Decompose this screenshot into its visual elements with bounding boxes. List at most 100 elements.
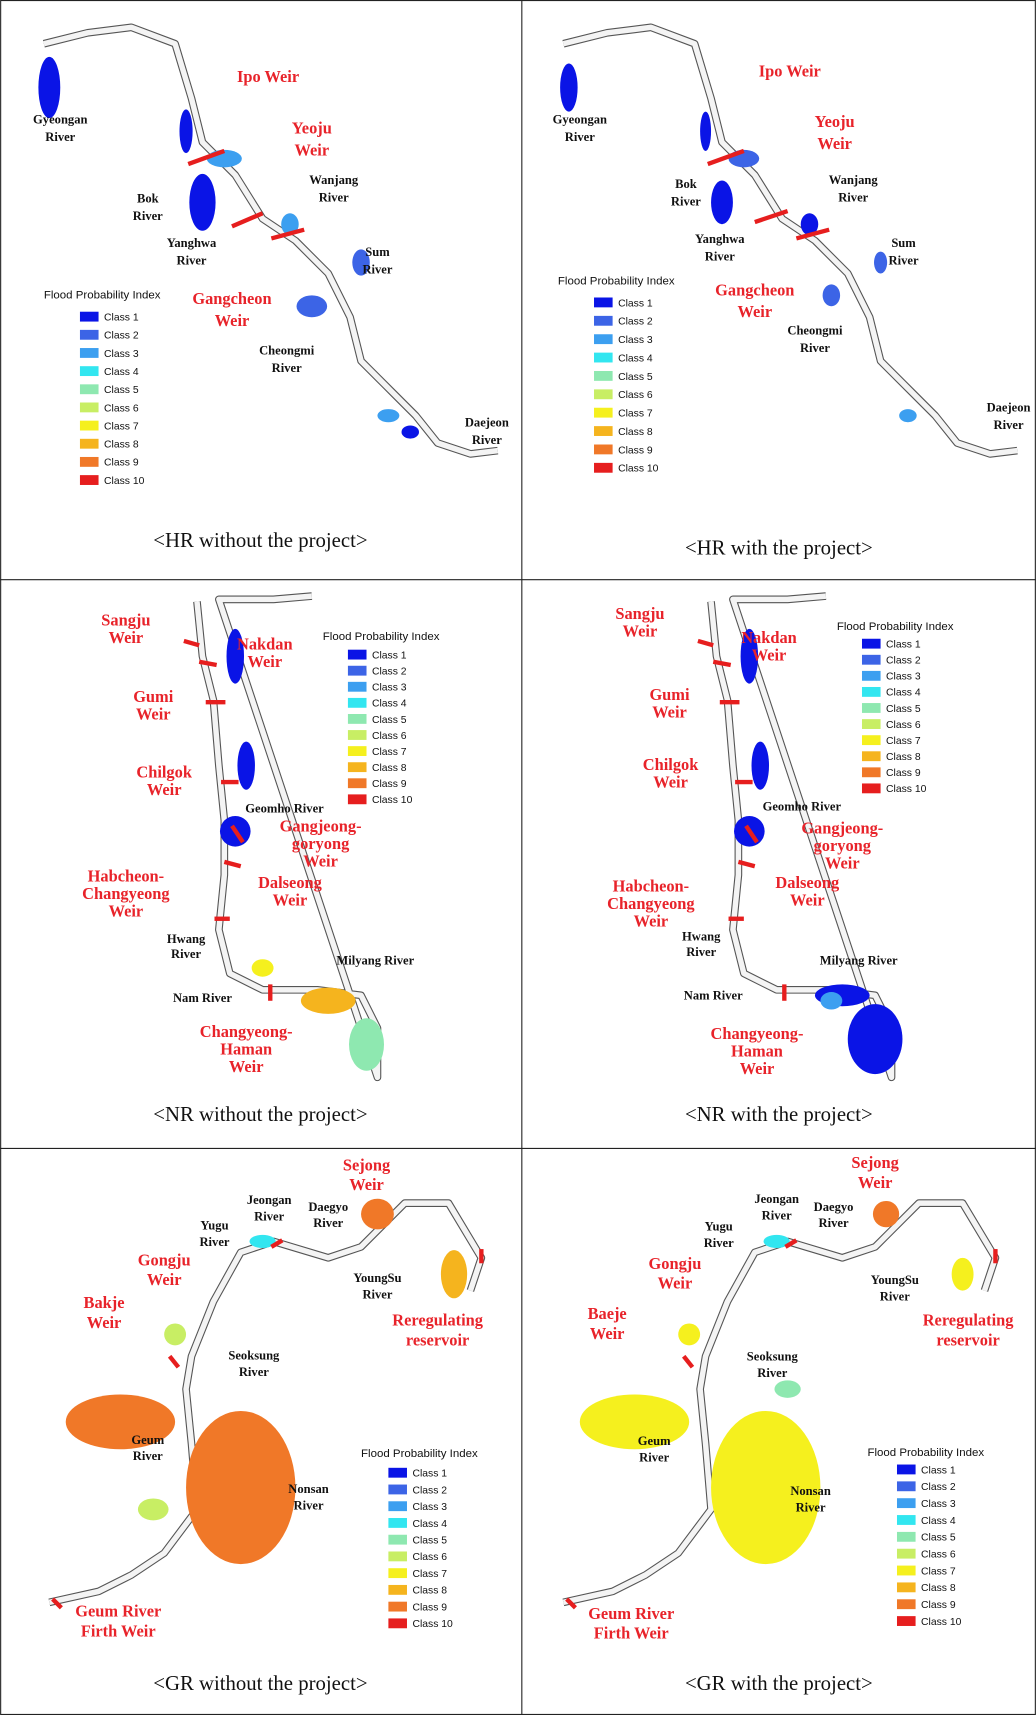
river-label: River: [362, 262, 392, 276]
river-label: Yugu: [705, 1219, 733, 1233]
legend-swatch: [897, 1599, 916, 1609]
legend-swatch: [388, 1535, 407, 1545]
legend-swatch: [80, 439, 99, 449]
river-label: River: [133, 209, 163, 223]
flood-area: [774, 1380, 800, 1398]
legend-label: Class 10: [886, 784, 927, 795]
weir-label: Weir: [623, 622, 658, 641]
weir-label: Firth Weir: [594, 1623, 669, 1642]
river-label: Bok: [675, 177, 697, 191]
legend-swatch: [862, 639, 881, 649]
legend-swatch: [348, 650, 367, 660]
legend-label: Class 7: [886, 736, 921, 747]
legend-label: Class 10: [921, 1617, 962, 1628]
river-label: Milyang River: [820, 954, 898, 968]
legend-label: Class 10: [104, 476, 145, 487]
weir-label: Gangjeong-: [280, 816, 362, 835]
legend-swatch: [348, 778, 367, 788]
legend-label: Class 8: [372, 763, 407, 774]
legend-label: Class 2: [104, 331, 139, 342]
river-label: Geum: [638, 1434, 671, 1448]
weir-label: Gangcheon: [192, 289, 271, 308]
legend-label: Class 4: [372, 699, 407, 710]
legend-swatch: [388, 1618, 407, 1628]
legend-label: Class 10: [412, 1619, 453, 1630]
legend-label: Class 9: [372, 779, 407, 790]
legend-label: Class 8: [618, 427, 653, 438]
river-label: Nonsan: [790, 1484, 831, 1498]
flood-area: [711, 180, 733, 224]
weir-label: Gongju: [138, 1250, 191, 1269]
river-label: River: [639, 1450, 669, 1464]
river-label: Daegyo: [814, 1200, 854, 1214]
legend-swatch: [388, 1468, 407, 1478]
river-label: Milyang River: [336, 954, 414, 968]
legend-label: Class 9: [886, 768, 921, 779]
legend-label: Class 9: [921, 1600, 956, 1611]
legend-swatch: [80, 348, 99, 358]
river-label: River: [45, 130, 75, 144]
legend-swatch: [594, 371, 613, 381]
legend-swatch: [862, 719, 881, 729]
weir-label: Weir: [147, 780, 182, 799]
legend-swatch: [897, 1566, 916, 1576]
legend-label: Class 1: [921, 1465, 956, 1476]
river-label: River: [272, 361, 302, 375]
weir-label: Firth Weir: [81, 1621, 156, 1640]
weir-label: Sejong: [343, 1155, 391, 1174]
flood-area: [899, 409, 917, 422]
weir-label: Weir: [229, 1057, 264, 1076]
flood-area: [560, 63, 578, 111]
river-label: Yanghwa: [167, 236, 217, 250]
weir-label: Weir: [248, 652, 283, 671]
flood-area: [186, 1411, 295, 1564]
legend-swatch: [862, 655, 881, 665]
page: {"class_colors":["#0a14e6","#3c64e6","#3…: [0, 0, 1036, 1715]
river-label: River: [239, 1365, 269, 1379]
weir-label: Weir: [634, 911, 669, 930]
river-label: Daegyo: [308, 1200, 348, 1214]
river-label: Seoksung: [747, 1350, 799, 1364]
river-label: River: [671, 195, 701, 209]
flood-area: [700, 112, 711, 151]
legend-swatch: [80, 475, 99, 485]
river-label: Nonsan: [288, 1482, 329, 1496]
legend-label: Class 8: [886, 752, 921, 763]
legend-title: Flood Probability Index: [323, 631, 440, 643]
legend-label: Class 4: [921, 1516, 956, 1527]
caption: <GR with the project>: [685, 1672, 873, 1695]
legend-label: Class 4: [104, 367, 139, 378]
legend-label: Class 3: [104, 349, 139, 360]
legend-swatch: [862, 703, 881, 713]
weir-label: goryong: [292, 834, 350, 853]
river-label: Daejeon: [987, 400, 1031, 414]
legend-label: Class 9: [104, 458, 139, 469]
weir-label: Changyeong: [82, 884, 170, 903]
flood-area: [164, 1323, 186, 1345]
legend-label: Class 5: [618, 372, 653, 383]
weir-label: Weir: [652, 703, 687, 722]
legend-swatch: [897, 1481, 916, 1491]
weir-label: Nakdan: [741, 628, 797, 647]
weir-label: Reregulating: [923, 1311, 1015, 1330]
weir-label: Weir: [215, 311, 250, 330]
legend-label: Class 1: [412, 1469, 447, 1480]
weir-label: reservoir: [936, 1330, 999, 1349]
legend-swatch: [897, 1515, 916, 1525]
legend-label: Class 4: [412, 1519, 447, 1530]
weir-label: Gangjeong-: [801, 818, 883, 837]
flood-area: [580, 1395, 689, 1450]
river-label: River: [838, 190, 868, 204]
legend-label: Class 6: [412, 1552, 447, 1563]
flood-area: [402, 425, 420, 438]
legend-swatch: [348, 714, 367, 724]
river-label: River: [254, 1210, 284, 1224]
river-label: Hwang: [167, 932, 206, 946]
weir-label: Weir: [109, 902, 144, 921]
figure: Ipo WeirYeojuWeirGangcheonWeirGyeonganRi…: [0, 0, 1036, 1715]
legend-swatch: [897, 1532, 916, 1542]
legend-label: Class 3: [921, 1499, 956, 1510]
weir-label: Ipo Weir: [759, 62, 821, 81]
legend-label: Class 6: [372, 731, 407, 742]
legend-swatch: [594, 445, 613, 455]
